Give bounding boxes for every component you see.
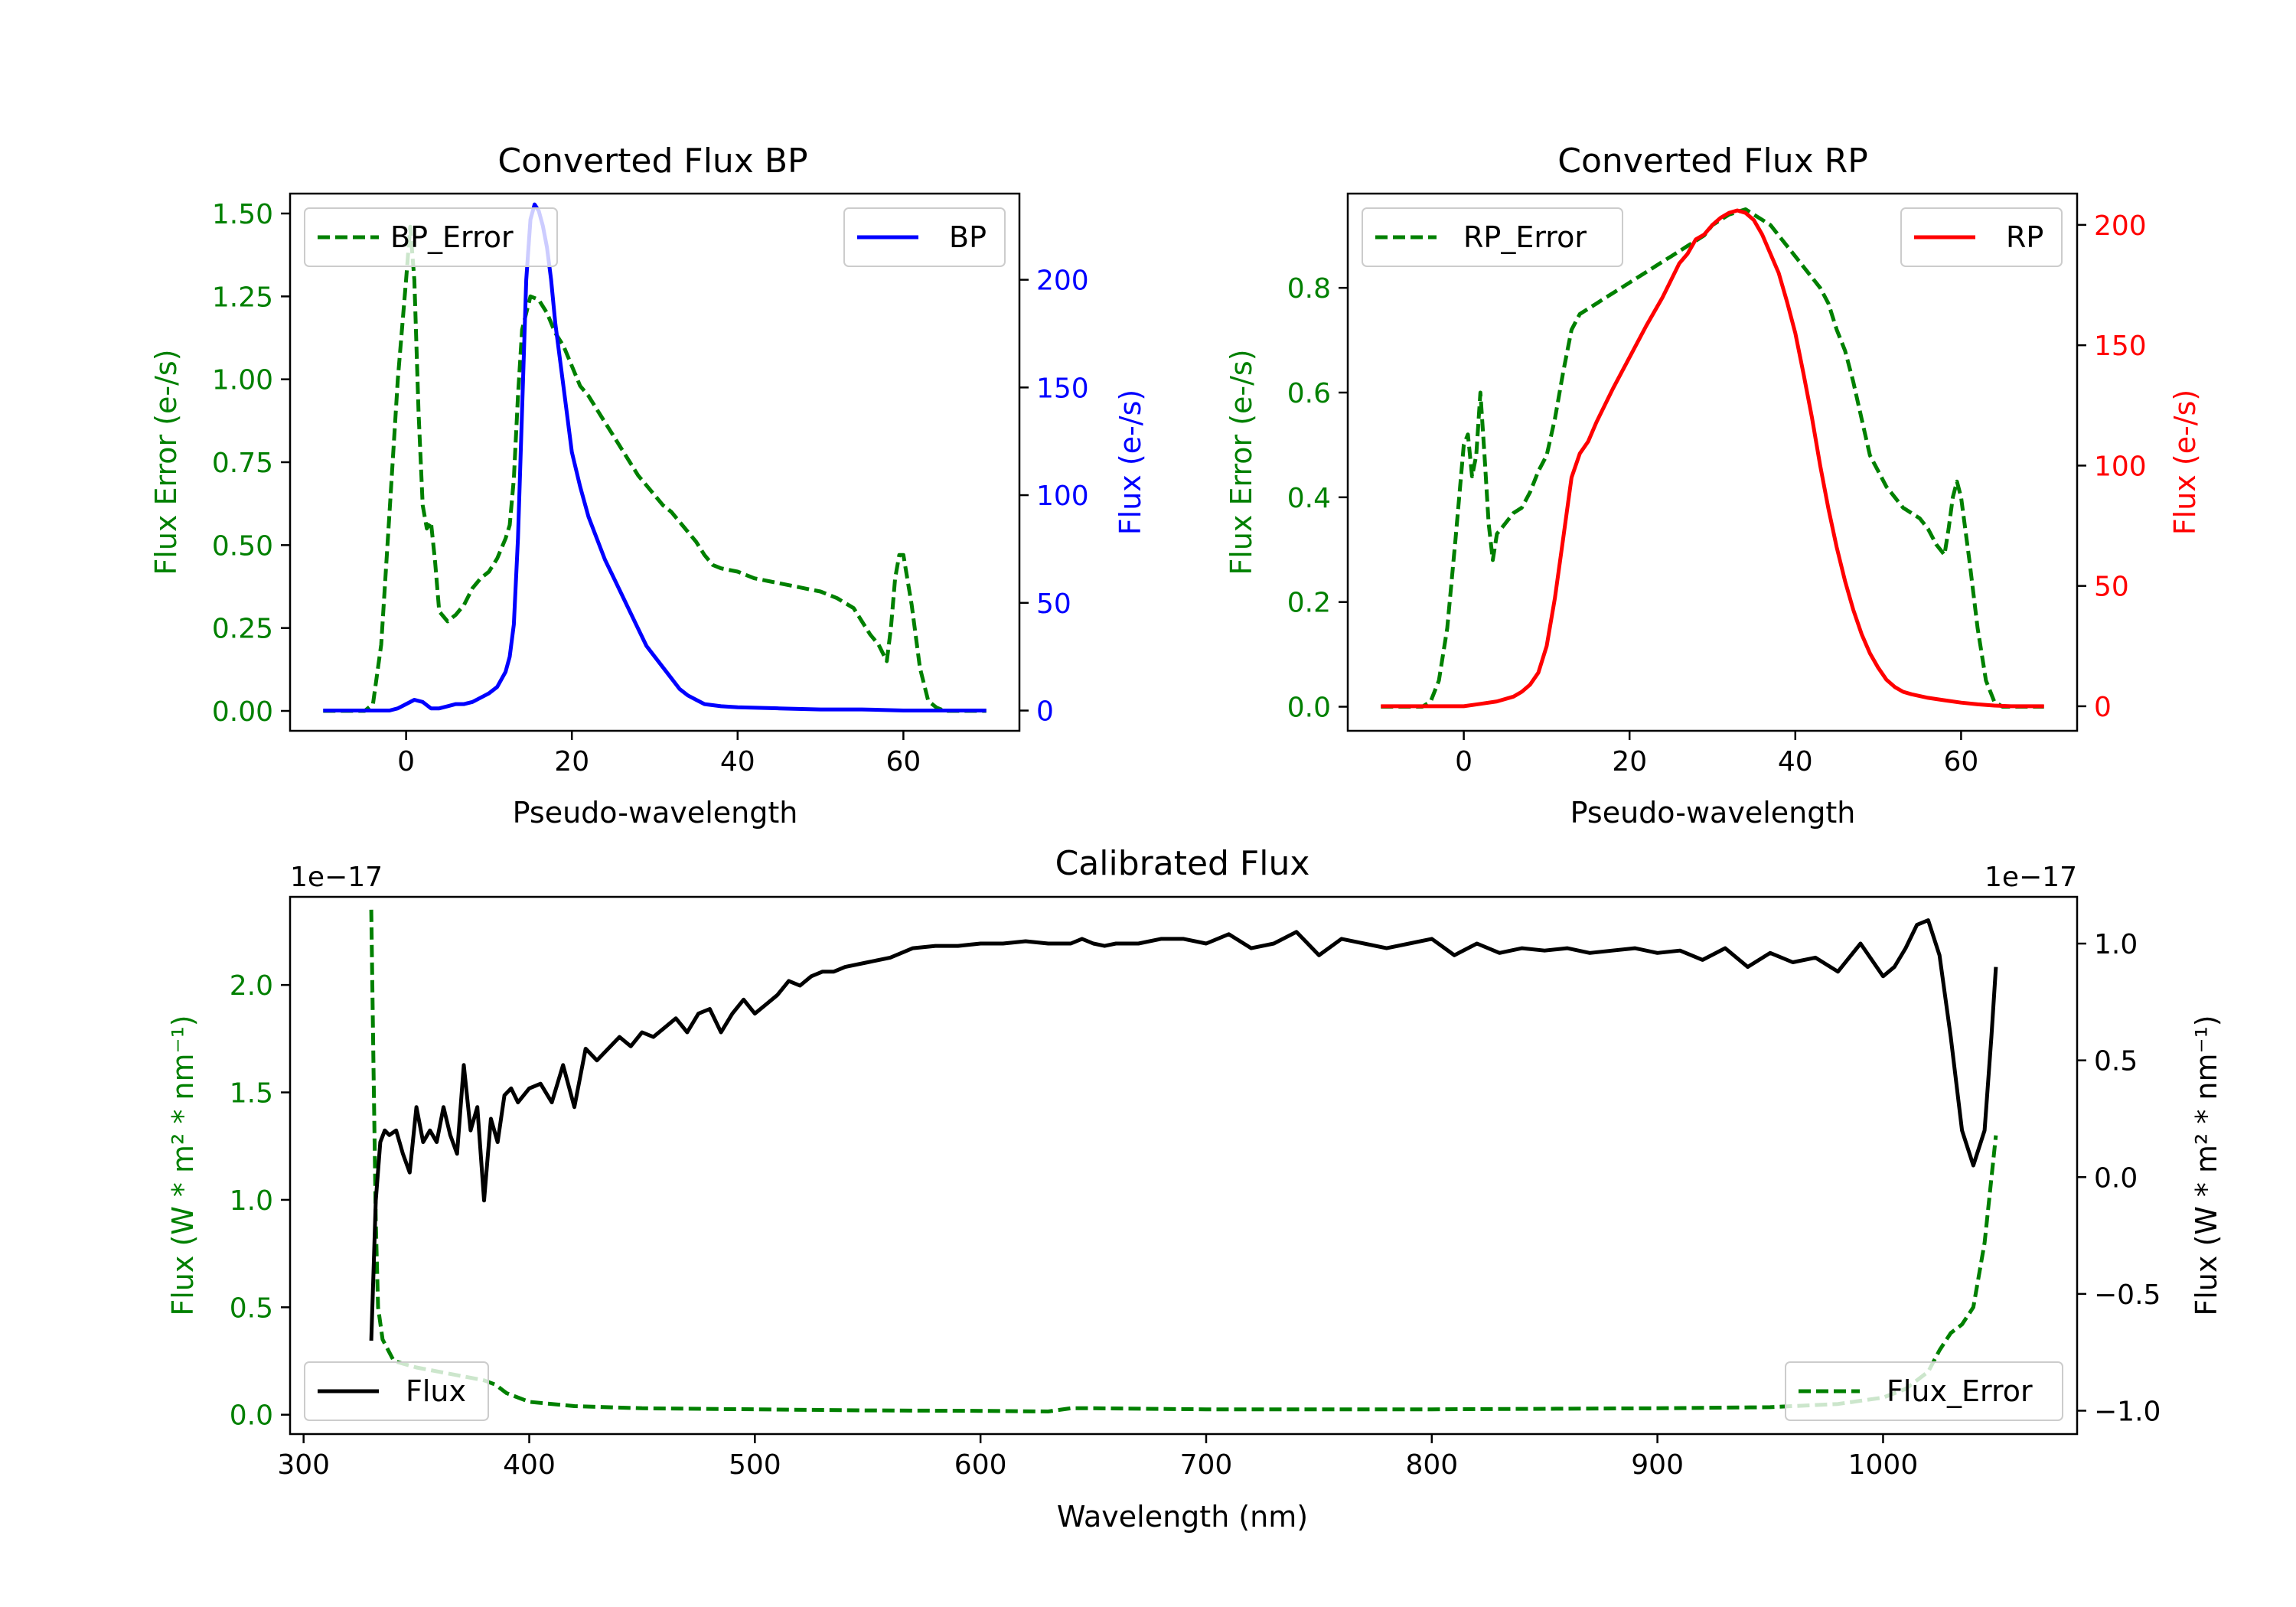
calibrated-x-tick-label: 600 <box>954 1449 1007 1481</box>
bp-legend: BP <box>843 207 1006 267</box>
calibrated-error-legend: Flux_Error <box>1785 1361 2063 1421</box>
calibrated-left-y-tick-label: 0.5 <box>230 1292 273 1324</box>
panel-bp: Converted Flux BP 0 20 40 60 0.00 0.25 0.50 0.7… <box>149 142 1147 830</box>
rp-plot-frame <box>1346 192 2079 732</box>
calibrated-x-tick-label: 500 <box>729 1449 781 1481</box>
rp-legend-label: RP <box>2006 220 2043 254</box>
bp-error-legend-label: BP_Error <box>390 220 514 254</box>
bp-x-tick-label: 40 <box>720 746 755 777</box>
bp-left-y-tick-label: 0.75 <box>212 448 273 479</box>
bp-right-y-axis-label: Flux (e-/s) <box>1114 390 1147 535</box>
bp-right-y-tick-label: 100 <box>1036 481 1089 512</box>
bp-title: Converted Flux BP <box>497 142 807 181</box>
rp-right-y-axis-label: Flux (e-/s) <box>2168 390 2202 535</box>
bp-series-layer <box>323 202 987 713</box>
bp-error-legend-box <box>304 207 558 267</box>
rp-left-y-tick-label: 0.4 <box>1287 483 1331 514</box>
calibrated-left-y-tick-label: 1.0 <box>230 1185 273 1217</box>
rp-left-y-tick-label: 0.8 <box>1287 273 1331 305</box>
calibrated-series-layer <box>369 909 1998 1413</box>
calibrated-flux-legend: Flux <box>304 1361 489 1421</box>
calibrated-left-y-axis-label: Flux (W * m² * nm⁻¹) <box>166 1015 200 1315</box>
rp-left-y-axis-label: Flux Error (e-/s) <box>1225 349 1258 575</box>
rp-series-layer <box>1381 207 2044 709</box>
bp-left-y-tick-label: 0.00 <box>212 696 273 728</box>
rp-right-y-tick-label: 0 <box>2094 692 2112 723</box>
rp-error-legend: RP_Error <box>1362 207 1623 267</box>
bp-x-tick-label: 20 <box>554 746 589 777</box>
calibrated-flux-legend-box <box>304 1361 489 1421</box>
calibrated-right-offset-text: 1e−17 <box>1985 862 2077 893</box>
rp-title: Converted Flux RP <box>1557 142 1868 181</box>
bp-series-bp-error <box>323 224 987 713</box>
bp-right-y-tick-label: 150 <box>1036 373 1089 404</box>
rp-right-y-tick-label: 200 <box>2094 210 2147 242</box>
bp-x-axis-label: Pseudo-wavelength <box>513 796 798 830</box>
calibrated-right-y-tick-label: −0.5 <box>2094 1279 2161 1311</box>
bp-left-y-tick-label: 0.50 <box>212 530 273 562</box>
rp-left-y-tick-label: 0.6 <box>1287 378 1331 409</box>
calibrated-error-legend-box <box>1785 1361 2063 1421</box>
calibrated-right-y-tick-label: 1.0 <box>2094 929 2138 960</box>
bp-left-y-tick-label: 0.25 <box>212 614 273 645</box>
rp-x-tick-label: 20 <box>1612 746 1647 777</box>
calibrated-x-tick-label: 300 <box>277 1449 330 1481</box>
calibrated-series-flux-error <box>369 909 1998 1413</box>
rp-x-tick-label: 0 <box>1455 746 1473 777</box>
rp-x-axis-label: Pseudo-wavelength <box>1570 796 1856 830</box>
bp-plot-frame <box>289 192 1021 732</box>
bp-left-y-axis-label: Flux Error (e-/s) <box>149 349 183 575</box>
panel-rp: Converted Flux RP 0 20 40 60 0.0 0.2 0.4 0.6 0.8… <box>1225 142 2202 830</box>
bp-right-y-tick-label: 50 <box>1036 588 1071 620</box>
bp-legend-label: BP <box>949 220 987 254</box>
bp-right-y-tick-label: 0 <box>1036 696 1054 728</box>
calibrated-flux-legend-label: Flux <box>406 1374 466 1408</box>
calibrated-right-y-tick-label: 0.0 <box>2094 1162 2138 1194</box>
bp-tick-layer: 0 20 40 60 0.00 0.25 0.50 0.75 1.00 1.25 1.50 0 50 10… <box>212 199 1089 777</box>
calibrated-x-tick-label: 900 <box>1631 1449 1684 1481</box>
calibrated-x-tick-label: 700 <box>1180 1449 1233 1481</box>
calibrated-left-y-tick-label: 0.0 <box>230 1400 273 1432</box>
rp-x-tick-label: 40 <box>1778 746 1813 777</box>
bp-right-y-tick-label: 200 <box>1036 266 1089 297</box>
calibrated-x-tick-label: 1000 <box>1848 1449 1919 1481</box>
rp-legend-box <box>1900 207 2063 267</box>
rp-x-tick-label: 60 <box>1943 746 1978 777</box>
rp-error-legend-box <box>1362 207 1623 267</box>
rp-left-y-tick-label: 0.0 <box>1287 693 1331 724</box>
bp-error-legend: BP_Error <box>304 207 558 267</box>
rp-legend: RP <box>1900 207 2063 267</box>
bp-left-y-tick-label: 1.25 <box>212 282 273 313</box>
calibrated-right-y-axis-label: Flux (W * m² * nm⁻¹) <box>2190 1015 2223 1315</box>
rp-error-legend-label: RP_Error <box>1463 220 1587 254</box>
calibrated-x-tick-label: 800 <box>1405 1449 1458 1481</box>
rp-left-y-tick-label: 0.2 <box>1287 588 1331 619</box>
rp-series-rp <box>1381 208 2044 709</box>
calibrated-left-y-tick-label: 2.0 <box>230 970 273 1002</box>
rp-right-y-tick-label: 150 <box>2094 331 2147 362</box>
calibrated-error-legend-label: Flux_Error <box>1887 1374 2033 1408</box>
bp-legend-box <box>843 207 1006 267</box>
bp-x-tick-label: 0 <box>397 746 415 777</box>
calibrated-left-offset-text: 1e−17 <box>290 862 383 893</box>
rp-right-y-tick-label: 50 <box>2094 572 2129 603</box>
calibrated-left-y-tick-label: 1.5 <box>230 1078 273 1110</box>
calibrated-right-y-tick-label: 0.5 <box>2094 1046 2138 1077</box>
bp-left-y-tick-label: 1.00 <box>212 365 273 396</box>
calibrated-x-tick-label: 400 <box>503 1449 556 1481</box>
calibrated-series-flux <box>369 918 1998 1341</box>
bp-left-y-tick-label: 1.50 <box>212 199 273 230</box>
calibrated-plot-frame <box>289 895 2079 1436</box>
bp-x-tick-label: 60 <box>885 746 921 777</box>
calibrated-title: Calibrated Flux <box>1055 844 1310 883</box>
calibrated-right-y-tick-label: −1.0 <box>2094 1396 2161 1427</box>
rp-right-y-tick-label: 100 <box>2094 451 2147 482</box>
calibrated-tick-layer: 300 400 500 600 700 800 900 1000 0.0 0.5 1.0 1.5 2.0… <box>230 929 2161 1481</box>
calibrated-x-axis-label: Wavelength (nm) <box>1057 1500 1308 1534</box>
bp-series-bp <box>323 202 987 712</box>
rp-tick-layer: 0 20 40 60 0.0 0.2 0.4 0.6 0.8 0 50 100 150 200 <box>1287 210 2147 777</box>
panel-calibrated: Calibrated Flux 1e−17 1e−17 300 400 500 600… <box>166 844 2223 1534</box>
